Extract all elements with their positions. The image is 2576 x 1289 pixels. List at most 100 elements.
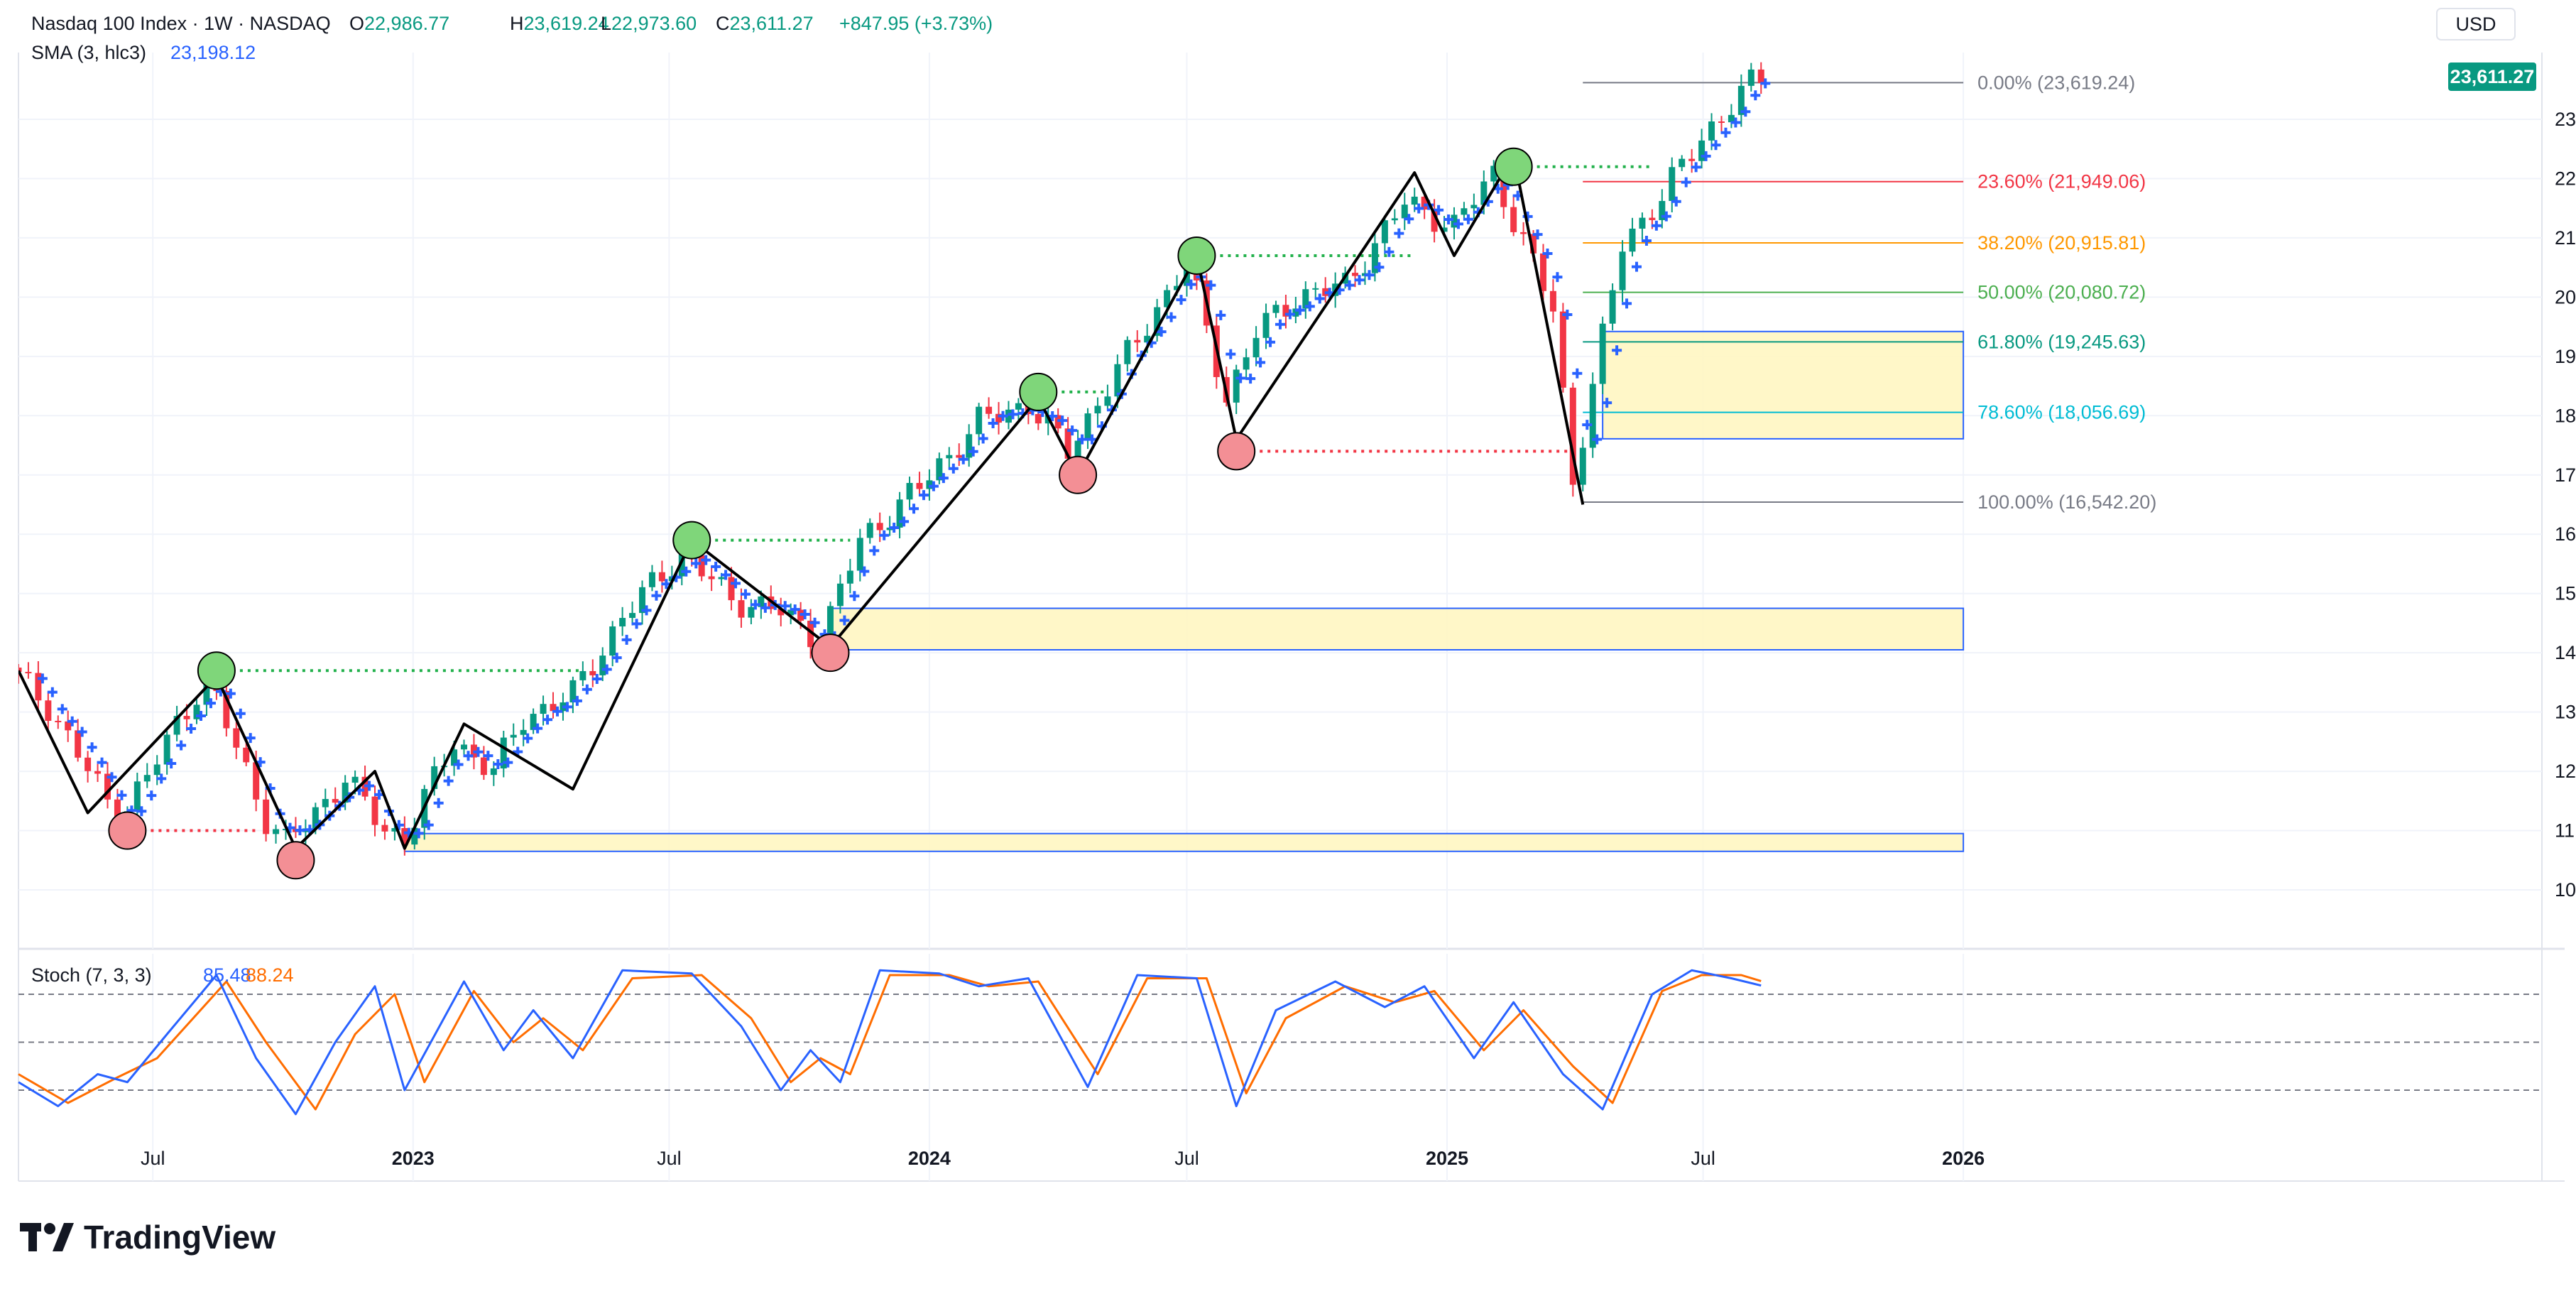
- candle-body: [273, 829, 280, 834]
- price-axis[interactable]: 10,000.00 11,000.00 12,000.00 13,000.00 14,0…: [2555, 109, 2576, 901]
- candle-body: [698, 555, 705, 577]
- time-axis[interactable]: Jul 2023 Jul 2024 Jul 2025 Jul 2026: [141, 1148, 1985, 1169]
- sma-marker: [1008, 409, 1018, 420]
- symbol-title[interactable]: Nasdaq 100 Index · 1W · NASDAQ: [31, 13, 331, 34]
- sma-marker: [1671, 196, 1681, 207]
- sma-marker: [978, 433, 988, 444]
- candle-body: [401, 828, 408, 845]
- candle-body: [173, 716, 180, 735]
- sma-marker: [889, 523, 900, 533]
- stoch-label[interactable]: Stoch (7, 3, 3): [31, 964, 152, 986]
- zigzag-polyline: [18, 153, 1585, 850]
- svg-text:Nasdaq 100 Index · 1W · NASDAQ: Nasdaq 100 Index · 1W · NASDAQ O22,986.7…: [31, 13, 993, 34]
- sma-value: 23,198.12: [170, 42, 256, 63]
- price-tick-label: 20,000.00: [2555, 286, 2576, 308]
- candle-body: [1747, 69, 1754, 86]
- candle-body: [84, 757, 92, 771]
- sma-marker: [1750, 90, 1761, 101]
- candle-body: [1421, 196, 1428, 210]
- sma-marker: [57, 704, 67, 714]
- sma-marker: [1314, 293, 1325, 304]
- candle-body: [1679, 158, 1686, 168]
- pivot-low-marker: [276, 841, 315, 880]
- sma-marker: [572, 695, 582, 706]
- sma-marker: [116, 790, 127, 800]
- fib-level-label: 50.00% (20,080.72): [1977, 282, 2146, 303]
- sma-marker: [879, 530, 890, 540]
- sma-marker: [839, 615, 850, 626]
- candle-body: [1500, 165, 1507, 207]
- sma-marker: [1216, 310, 1226, 320]
- candle-body: [599, 656, 606, 675]
- candle-body: [846, 570, 853, 584]
- sma-marker: [423, 820, 434, 830]
- sma-marker: [443, 776, 454, 786]
- candle-body: [480, 757, 487, 776]
- sma-marker: [711, 561, 721, 572]
- legend-header: Nasdaq 100 Index · 1W · NASDAQ O22,986.7…: [31, 13, 993, 63]
- sma-marker: [1631, 261, 1642, 272]
- candle-body: [1688, 158, 1696, 161]
- candle-body: [1124, 339, 1131, 364]
- candle-body: [1074, 440, 1081, 459]
- tradingview-logo-icon: [20, 1223, 74, 1251]
- change-value: +847.95 (+3.73%): [839, 13, 993, 34]
- candle-body: [1302, 289, 1309, 309]
- sma-marker: [1226, 349, 1236, 359]
- low-value: 22,973.60: [611, 13, 697, 34]
- sma-marker: [1067, 425, 1078, 436]
- sma-marker: [948, 463, 959, 474]
- sma-marker: [463, 751, 474, 761]
- sma-marker: [621, 634, 632, 645]
- candle-body: [787, 609, 795, 616]
- tradingview-logo[interactable]: TradingView: [20, 1219, 275, 1256]
- candle-body: [243, 747, 250, 763]
- candle-body: [1431, 209, 1438, 232]
- fib-level-label: 78.60% (18,056.69): [1977, 402, 2146, 423]
- pivot-low-marker: [811, 633, 850, 673]
- candle-body: [18, 668, 22, 673]
- candle-body: [233, 728, 240, 748]
- candle-body: [263, 799, 270, 834]
- candle-body: [25, 672, 32, 674]
- sma-marker: [136, 806, 147, 817]
- sma-marker: [611, 653, 622, 663]
- candle-body: [1064, 428, 1071, 459]
- sma-marker: [740, 589, 751, 599]
- candle-body: [1569, 387, 1576, 485]
- price-tick-label: 17,000.00: [2555, 464, 2576, 486]
- sma-marker: [1602, 398, 1612, 408]
- sma-marker: [1582, 420, 1593, 430]
- candle-body: [916, 483, 923, 489]
- sma-marker: [1651, 220, 1661, 231]
- candle-body: [351, 776, 359, 783]
- pivot-low-marker: [1217, 432, 1256, 471]
- candle-body: [1549, 290, 1556, 312]
- open-label: O: [349, 13, 364, 34]
- sma-marker: [938, 473, 949, 484]
- sma-marker: [780, 601, 790, 611]
- candle-body: [718, 577, 725, 580]
- sma-marker: [1463, 214, 1473, 224]
- candle-body: [153, 764, 160, 776]
- candle-body: [1371, 243, 1378, 273]
- pivot-markers: [108, 147, 1533, 880]
- sma-marker: [928, 481, 939, 491]
- candle-body: [728, 577, 735, 601]
- sma-marker: [601, 664, 612, 675]
- candle-body: [589, 670, 596, 675]
- sma-marker: [186, 723, 197, 734]
- sma-label[interactable]: SMA (3, hlc3): [31, 42, 146, 63]
- time-tick-label: 2026: [1942, 1148, 1985, 1169]
- fib-level-label: 38.20% (20,915.81): [1977, 232, 2146, 254]
- sma-marker: [681, 566, 692, 577]
- sma-marker: [67, 716, 77, 727]
- sma-marker: [1364, 270, 1375, 281]
- candle-body: [1490, 165, 1497, 182]
- sma-marker: [799, 609, 810, 619]
- candle-body: [1589, 384, 1596, 448]
- sma-marker: [77, 727, 87, 737]
- sma-marker: [631, 619, 642, 629]
- currency-button[interactable]: USD: [2436, 8, 2516, 40]
